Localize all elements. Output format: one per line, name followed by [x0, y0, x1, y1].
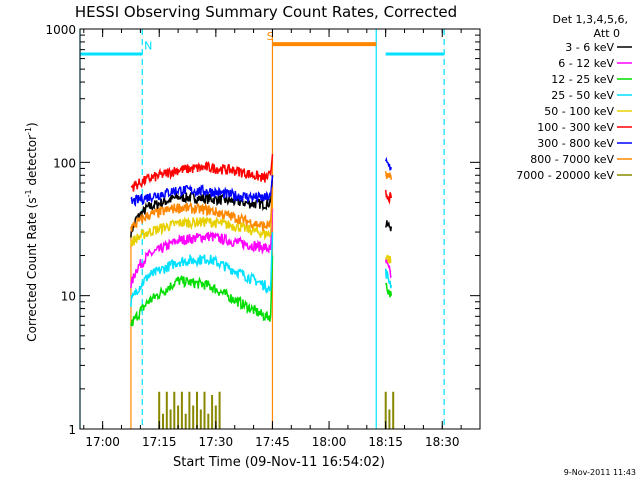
legend-label-6-12-kev: 6 - 12 keV: [558, 57, 614, 70]
x-tick-label: 18:00: [312, 435, 347, 449]
x-axis-label: Start Time (09-Nov-11 16:54:02): [173, 455, 385, 470]
series-100-300-kev: [130, 154, 393, 205]
legend-label-3-6-kev: 3 - 6 keV: [565, 41, 614, 54]
footer-timestamp: 9-Nov-2011 11:43: [564, 468, 636, 477]
legend-label-25-50-kev: 25 - 50 keV: [551, 89, 614, 102]
y-tick-label: 1: [68, 423, 76, 437]
x-tick-label: 17:00: [85, 435, 120, 449]
y-axis: 1 10 100 1000: [45, 23, 480, 437]
x-tick-label: 18:30: [425, 435, 460, 449]
y-axis-label-mid: detector: [25, 135, 39, 190]
series-7000-20000-kev: [158, 391, 395, 429]
legend-title-2: Att 0: [594, 27, 620, 40]
series-25-50-kev: [130, 232, 393, 308]
y-tick-label: 10: [61, 290, 76, 304]
legend-title-1: Det 1,3,4,5,6,: [552, 13, 628, 26]
series-50-100-kev: [130, 191, 392, 264]
series-800-7000-kev: [130, 171, 393, 232]
x-axis: 17:00 17:15 17:30 17:45 18:00 18:15 18:30: [83, 29, 462, 449]
annotation-s: S: [267, 30, 274, 43]
x-tick-label: 17:30: [199, 435, 234, 449]
x-tick-label: 17:45: [255, 435, 290, 449]
legend-label-300-800-kev: 300 - 800 keV: [537, 137, 614, 150]
y-axis-label: Corrected Count Rate (s-1 detector-1): [24, 122, 39, 341]
y-axis-label-sup-1: -1: [24, 189, 33, 197]
series-300-800-kev: [130, 156, 393, 207]
series-6-12-kev: [130, 208, 392, 289]
legend-label-800-7000-kev: 800 - 7000 keV: [530, 153, 614, 166]
y-axis-label-sup-2: -1: [24, 127, 33, 135]
y-axis-label-main: Corrected Count Rate (s: [25, 197, 39, 341]
x-tick-label: 18:15: [368, 435, 403, 449]
annotation-n: N: [144, 40, 152, 53]
plot-area: NS: [79, 29, 445, 429]
legend-label-100-300-kev: 100 - 300 keV: [537, 121, 614, 134]
legend-label-7000-20000-kev: 7000 - 20000 keV: [516, 169, 614, 182]
legend: Det 1,3,4,5,6, Att 0 3 - 6 keV 6 - 12 keV…: [516, 13, 632, 182]
y-tick-label: 1000: [45, 23, 76, 37]
y-axis-label-end: ): [25, 122, 39, 127]
series-12-25-kev: [130, 255, 393, 327]
y-tick-label: 100: [53, 156, 76, 170]
plot-frame: [79, 28, 481, 430]
x-tick-label: 17:15: [142, 435, 177, 449]
legend-label-50-100-kev: 50 - 100 keV: [544, 105, 614, 118]
legend-label-12-25-kev: 12 - 25 keV: [551, 73, 614, 86]
chart-title: HESSI Observing Summary Count Rates, Cor…: [75, 3, 457, 21]
